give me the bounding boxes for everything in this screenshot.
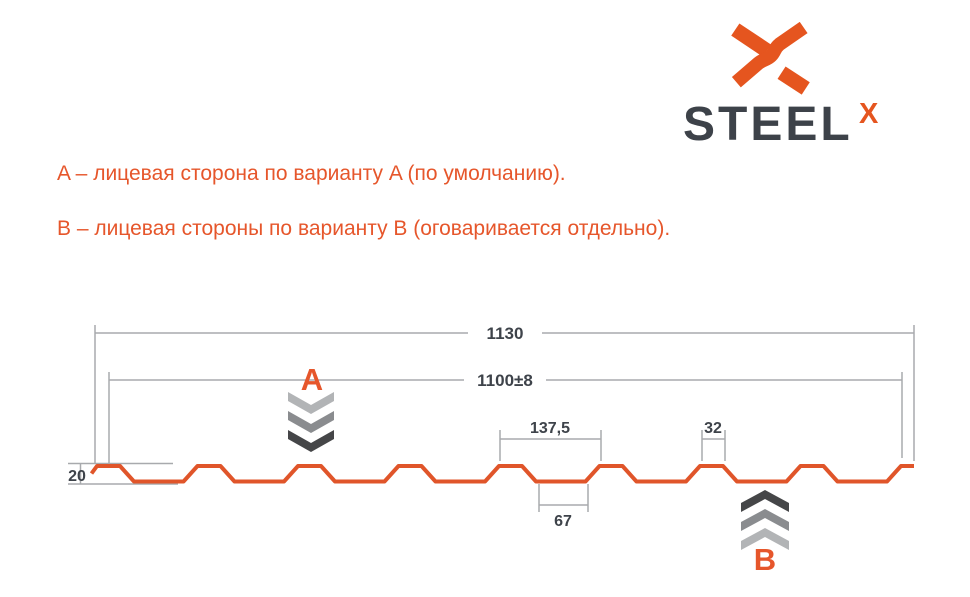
chevron-up-icon [741,509,789,531]
chevron-down-icon [288,411,334,433]
profile-path [89,464,914,484]
steelx-logo-icon [731,22,810,95]
note-variant-b: B – лицевая стороны по варианту B (огова… [57,217,671,240]
dim-working-width: 1100±8 [108,371,903,463]
note-variant-a: A – лицевая сторона по варианту A (по ум… [57,162,566,185]
chevrons-a-down [288,392,334,452]
logo-stroke-bottomright [777,66,810,95]
dim-label-working: 1100±8 [477,371,533,390]
dim-label-height: 20 [68,468,86,485]
marker-b: B [741,490,789,577]
logo-stroke-s-diagonal [731,22,808,88]
dim-valley: 67 [538,484,589,530]
marker-a-letter: A [301,362,323,397]
chevron-up-icon [741,490,789,512]
logo-superscript-x: X [859,98,879,130]
dim-rib-top: 32 [701,420,726,461]
chevrons-b-up [741,490,789,550]
dim-label-overall: 1130 [487,324,524,343]
chevron-up-icon [741,528,789,550]
dim-label-valley: 67 [554,513,572,530]
chevron-down-icon [288,392,334,414]
dim-label-pitch: 137,5 [530,420,570,437]
marker-a: A [288,362,334,452]
logo-wordmark: STEEL [683,98,853,151]
marker-b-letter: B [754,542,776,577]
logo-stroke-topleft [731,23,771,57]
profile-drawing: 1130 1100±8 137,5 32 67 20 A [68,324,915,577]
dim-profile-height: 20 [68,462,178,485]
dim-overall-width: 1130 [94,324,915,463]
chevron-down-icon [288,430,334,452]
dim-label-rib-top: 32 [704,420,722,437]
dim-rib-pitch: 137,5 [499,420,602,461]
